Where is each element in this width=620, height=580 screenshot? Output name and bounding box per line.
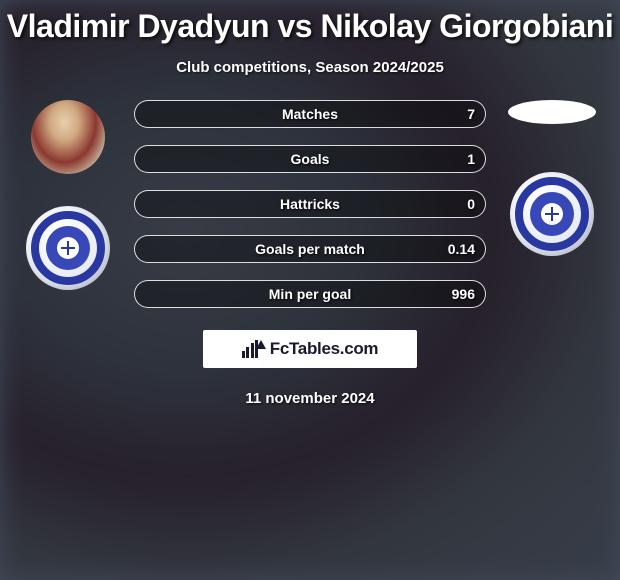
brand-text: FcTables.com <box>270 339 379 359</box>
club-badge-left <box>26 206 110 290</box>
chart-icon <box>242 340 266 358</box>
stat-right-value: 0.14 <box>448 241 475 257</box>
stat-bar: Min per goal 996 <box>134 280 486 308</box>
stat-right-value: 996 <box>452 286 475 302</box>
stat-label: Goals per match <box>255 241 365 257</box>
stat-label: Hattricks <box>280 196 340 212</box>
stat-bar: Hattricks 0 <box>134 190 486 218</box>
bar-icon <box>246 347 249 358</box>
stat-bar: Goals 1 <box>134 145 486 173</box>
badge-center <box>46 226 90 270</box>
stats-column: Matches 7 Goals 1 Hattricks 0 Goals per … <box>128 100 492 308</box>
player-left-portrait <box>31 100 105 174</box>
content-container: Vladimir Dyadyun vs Nikolay Giorgobiani … <box>0 0 620 407</box>
bar-icon <box>251 343 254 358</box>
subtitle: Club competitions, Season 2024/2025 <box>0 59 620 76</box>
badge-center <box>530 192 574 236</box>
stat-label: Matches <box>282 106 338 122</box>
arrow-icon <box>256 340 266 349</box>
club-badge-right <box>510 172 594 256</box>
stat-label: Min per goal <box>269 286 351 302</box>
stat-right-value: 1 <box>467 151 475 167</box>
stat-right-value: 0 <box>467 196 475 212</box>
comparison-row: Matches 7 Goals 1 Hattricks 0 Goals per … <box>0 100 620 308</box>
stat-bar: Goals per match 0.14 <box>134 235 486 263</box>
date-text: 11 november 2024 <box>0 390 620 407</box>
stat-bar: Matches 7 <box>134 100 486 128</box>
right-player-column <box>492 100 612 308</box>
stat-label: Goals <box>291 151 330 167</box>
portrait-placeholder <box>31 100 105 174</box>
page-title: Vladimir Dyadyun vs Nikolay Giorgobiani <box>0 8 620 45</box>
bar-icon <box>242 351 245 358</box>
soccer-ball-icon <box>57 237 79 259</box>
soccer-ball-icon <box>541 203 563 225</box>
stat-right-value: 7 <box>467 106 475 122</box>
player-right-placeholder <box>508 100 596 124</box>
left-player-column <box>8 100 128 308</box>
brand-badge: FcTables.com <box>203 330 417 368</box>
